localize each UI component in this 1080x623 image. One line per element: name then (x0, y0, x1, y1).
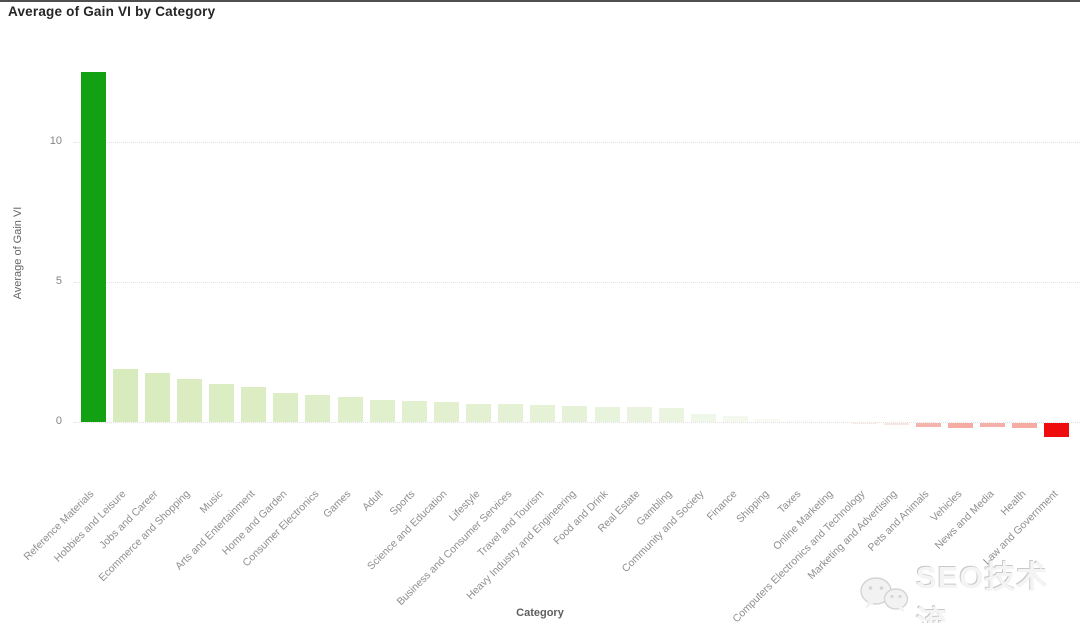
x-axis-title: Category (516, 607, 564, 619)
bar-ecommerce-and-shopping[interactable] (176, 378, 202, 422)
chart-title: Average of Gain VI by Category (8, 4, 216, 19)
bar-vehicles[interactable] (948, 423, 973, 429)
watermark-text: SEO技术流 (916, 560, 1049, 623)
y-axis-title: Average of Gain VI (12, 206, 24, 300)
gridline-y-5 (74, 282, 1080, 283)
y-tick-label-5: 5 (55, 275, 62, 287)
bar-online-marketing[interactable] (819, 421, 845, 422)
bar-finance[interactable] (723, 416, 749, 422)
gridline-y-10 (74, 142, 1080, 143)
bar-adult[interactable] (369, 400, 395, 422)
bar-news-and-media[interactable] (980, 423, 1006, 428)
bar-marketing-and-advertising[interactable] (883, 423, 909, 425)
bar-computers-electronics-and-technology[interactable] (851, 423, 877, 425)
bar-games[interactable] (337, 397, 363, 422)
bar-taxes[interactable] (787, 420, 813, 422)
bar-food-and-drink[interactable] (594, 406, 620, 422)
bar-hobbies-and-leisure[interactable] (112, 369, 138, 422)
bar-arts-and-entertainment[interactable] (241, 387, 267, 422)
bar-lifestyle[interactable] (466, 403, 492, 422)
y-tick-label-0: 0 (55, 415, 62, 427)
bar-pets-and-animals[interactable] (915, 423, 941, 428)
bar-science-and-education[interactable] (433, 401, 459, 422)
gridline-y-0 (74, 422, 1080, 423)
watermark: SEO技术流 (858, 552, 1080, 623)
wechat-icon (858, 575, 910, 620)
bar-real-estate[interactable] (626, 407, 652, 422)
bar-sports[interactable] (401, 401, 427, 422)
bar-health[interactable] (1012, 423, 1038, 429)
bar-gambling[interactable] (658, 408, 684, 422)
bar-business-and-consumer-services[interactable] (498, 404, 524, 422)
bar-home-and-garden[interactable] (273, 392, 299, 422)
bar-consumer-electronics[interactable] (305, 395, 331, 422)
bar-law-and-government[interactable] (1044, 423, 1070, 437)
bar-jobs-and-career[interactable] (144, 373, 170, 422)
bar-heavy-industry-and-engineering[interactable] (562, 405, 588, 422)
bar-reference-materials[interactable] (80, 72, 106, 422)
bar-shipping[interactable] (755, 418, 781, 422)
bar-music[interactable] (209, 384, 235, 422)
y-tick-label-10: 10 (49, 135, 62, 147)
bar-travel-and-tourism[interactable] (530, 405, 556, 422)
bar-community-and-society[interactable] (690, 413, 716, 422)
